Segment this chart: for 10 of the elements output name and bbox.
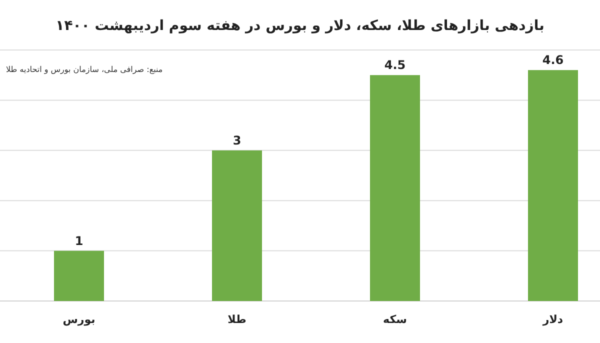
x-tick-label: سکه <box>383 313 407 326</box>
data-label: 3 <box>232 133 242 148</box>
x-tick-label: بورس <box>62 313 96 326</box>
chart-title: بازدهی بازارهای طلا، سکه، دلار و بورس در هفته سوم اردیبهشت ۱۴۰۰ <box>56 18 544 34</box>
x-tick-label: دلار <box>542 313 564 326</box>
annotation: منبع: صرافی ملی، سازمان بورس و اتحادیه طلا <box>6 65 163 74</box>
x-tick-label: طلا <box>228 313 246 326</box>
data-label: 1 <box>74 234 84 248</box>
data-label: 4.6 <box>542 53 564 68</box>
data-label: 4.5 <box>384 58 406 72</box>
